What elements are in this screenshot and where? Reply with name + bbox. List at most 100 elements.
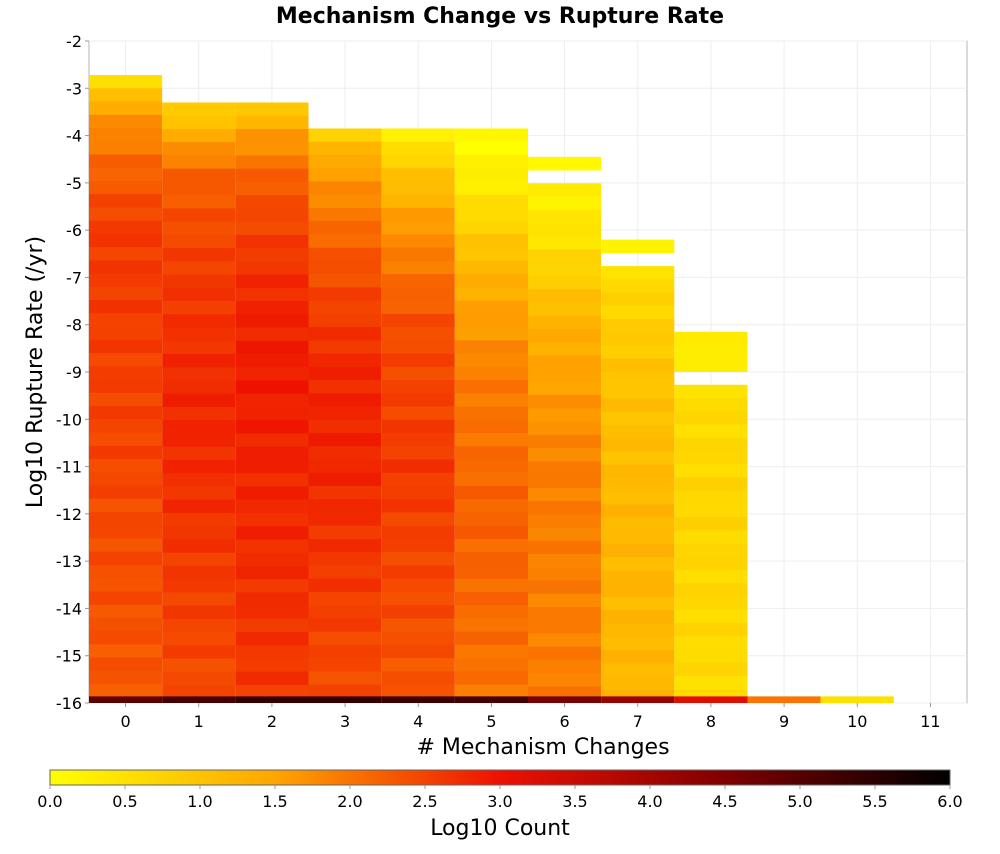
- x-tick-label: 9: [779, 712, 789, 731]
- heatmap-cell: [89, 617, 163, 632]
- heatmap-cell: [89, 194, 163, 208]
- heatmap-cell: [674, 609, 748, 624]
- heatmap-cell: [381, 631, 455, 646]
- heatmap-cell: [89, 167, 163, 182]
- heatmap-cell: [528, 580, 602, 595]
- heatmap-cell: [235, 433, 309, 448]
- heatmap-cell: [674, 676, 748, 690]
- heatmap-cell: [454, 459, 528, 474]
- heatmap-cell: [308, 313, 382, 328]
- heatmap-cell: [528, 156, 602, 171]
- y-axis-title: Log10 Rupture Rate (/yr): [23, 236, 48, 508]
- heatmap-cell: [308, 644, 382, 659]
- heatmap-cell: [674, 490, 748, 505]
- heatmap-cell: [674, 411, 748, 425]
- heatmap-cell: [601, 570, 675, 585]
- colorbar-tick-label: 0.5: [112, 792, 137, 811]
- heatmap-cell: [235, 142, 309, 156]
- heatmap-cell: [89, 445, 163, 460]
- heatmap-cell: [235, 340, 309, 355]
- heatmap-cell: [235, 327, 309, 342]
- heatmap-cell-bottom: [747, 696, 821, 703]
- heatmap-cell: [162, 380, 236, 395]
- heatmap-cell: [308, 552, 382, 566]
- heatmap-cell: [308, 671, 382, 685]
- heatmap-cell: [308, 128, 382, 143]
- heatmap-cell: [162, 592, 236, 606]
- heatmap-cell: [454, 485, 528, 500]
- heatmap-cell: [601, 372, 675, 386]
- x-tick-label: 10: [847, 712, 867, 731]
- colorbar-tick-label: 6.0: [937, 792, 962, 811]
- heatmap-cell: [162, 512, 236, 527]
- heatmap-cell: [89, 485, 163, 500]
- heatmap-cell: [674, 596, 748, 611]
- heatmap-cell: [89, 551, 163, 566]
- heatmap-cell: [162, 539, 236, 554]
- heatmap-cell: [235, 592, 309, 606]
- heatmap-cell: [162, 420, 236, 434]
- heatmap-cell: [162, 274, 236, 289]
- heatmap-cell: [381, 221, 455, 235]
- heatmap-cell: [528, 289, 602, 303]
- heatmap-cell: [89, 538, 163, 553]
- heatmap-cell: [674, 358, 748, 372]
- heatmap-cell: [454, 234, 528, 249]
- heatmap-cell: [454, 340, 528, 354]
- heatmap-cell: [381, 327, 455, 341]
- heatmap-cell: [89, 472, 163, 486]
- heatmap-cell: [235, 565, 309, 580]
- heatmap-cell: [381, 260, 455, 275]
- heatmap-cell: [162, 685, 236, 697]
- heatmap-cell: [674, 450, 748, 465]
- heatmap-cell: [528, 381, 602, 396]
- heatmap-cell: [528, 527, 602, 542]
- heatmap-cell: [674, 530, 748, 545]
- heatmap-cell: [162, 526, 236, 540]
- heatmap-cell: [89, 286, 163, 301]
- heatmap-cell: [601, 610, 675, 624]
- heatmap-cell: [381, 472, 455, 487]
- heatmap-cell: [162, 128, 236, 143]
- heatmap-cell: [89, 114, 163, 129]
- heatmap-cell: [381, 247, 455, 262]
- heatmap-cell: [162, 645, 236, 659]
- heatmap-cell: [381, 684, 455, 697]
- heatmap-cell: [528, 302, 602, 317]
- heatmap-cell: [89, 101, 163, 116]
- heatmap-cell: [235, 671, 309, 686]
- y-tick-label: -14: [56, 599, 82, 618]
- x-tick-label: 5: [486, 712, 496, 731]
- heatmap-cell: [454, 406, 528, 421]
- colorbar-ticks: 0.0 0.5 1.0 1.5 2.0 2.5 3.0 3.5 4.0 4.5 5.0 5.5 6.0: [37, 785, 963, 811]
- heatmap-cell: [162, 658, 236, 673]
- heatmap-cell: [381, 671, 455, 685]
- heatmap-cell-bottom: [454, 696, 528, 703]
- heatmap-cell: [162, 287, 236, 302]
- heatmap-cell: [308, 605, 382, 619]
- heatmap-cell: [308, 618, 382, 632]
- heatmap-cell: [235, 618, 309, 633]
- heatmap-cell: [601, 689, 675, 697]
- heatmap-cell: [528, 501, 602, 515]
- heatmap-cell: [601, 305, 675, 320]
- heatmap-cell: [89, 260, 163, 275]
- heatmap-cell: [235, 446, 309, 461]
- heatmap-cell: [381, 419, 455, 434]
- heatmap-cell: [381, 538, 455, 553]
- heatmap-cell: [162, 327, 236, 342]
- heatmap-cell: [308, 432, 382, 447]
- heatmap-cell: [89, 432, 163, 447]
- heatmap-cell: [89, 419, 163, 433]
- heatmap-cell: [601, 451, 675, 466]
- heatmap-cell: [308, 578, 382, 593]
- heatmap-cell: [381, 591, 455, 606]
- heatmap-cell: [528, 355, 602, 370]
- heatmap-cell: [235, 287, 309, 302]
- colorbar-tick-label: 0.0: [37, 792, 62, 811]
- heatmap-cell: [308, 274, 382, 288]
- heatmap-cell: [235, 155, 309, 170]
- heatmap-cell: [162, 605, 236, 620]
- x-tick-label: 7: [633, 712, 643, 731]
